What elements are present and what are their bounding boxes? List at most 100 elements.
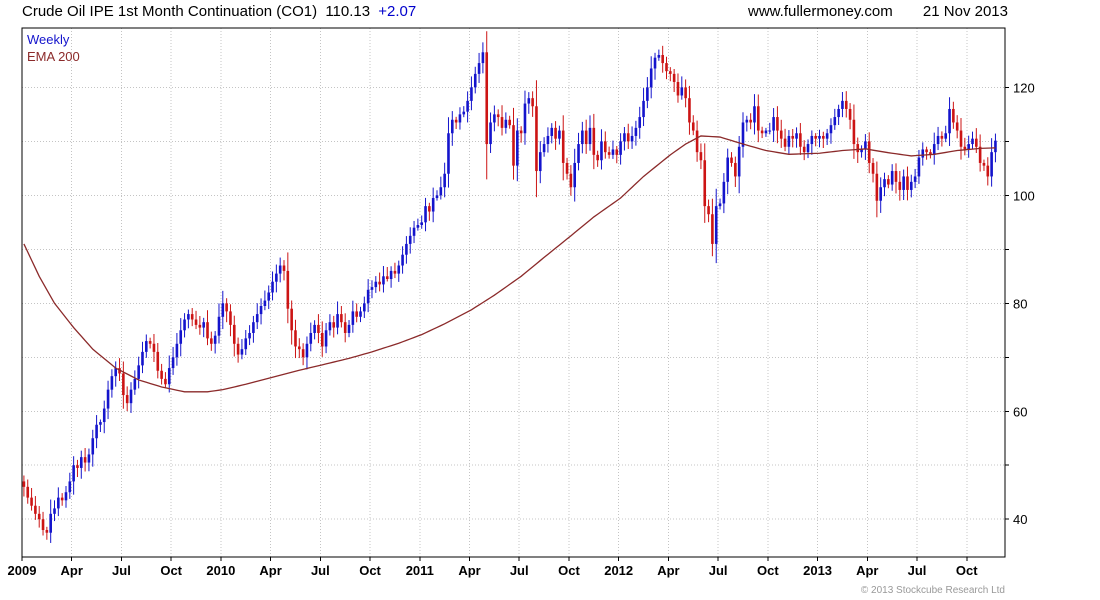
candle-body — [294, 330, 297, 347]
candle-body — [156, 351, 160, 371]
candle-body — [657, 54, 661, 58]
candle-body — [990, 152, 993, 177]
candle-body — [248, 332, 251, 339]
x-axis-label: Oct — [757, 563, 779, 578]
candle-body — [936, 135, 940, 145]
candle-body — [581, 130, 584, 145]
candle-body — [741, 122, 745, 147]
candle-body — [753, 106, 756, 123]
candle-body — [496, 114, 500, 118]
candle-body — [125, 395, 129, 404]
candle-body — [669, 71, 672, 74]
candle-body — [190, 314, 194, 320]
candle-body — [902, 176, 905, 190]
candle-body — [359, 311, 362, 317]
candle-body — [661, 54, 664, 64]
candle-body — [795, 133, 798, 139]
candle-body — [879, 187, 882, 201]
x-axis-label: Oct — [160, 563, 182, 578]
candle-body — [22, 481, 26, 487]
candle-body — [963, 146, 967, 150]
candle-body — [978, 146, 982, 163]
candle-body — [799, 133, 802, 147]
chart-date: 21 Nov 2013 — [922, 3, 1008, 20]
candle-body — [164, 378, 167, 385]
candle-body — [699, 152, 703, 161]
candle-body — [913, 176, 917, 182]
candle-body — [167, 368, 171, 385]
candle-body — [206, 322, 209, 339]
candle-body — [175, 343, 179, 358]
candle-body — [825, 133, 829, 139]
candle-body — [187, 314, 190, 320]
candle-body — [623, 133, 626, 142]
candle-body — [802, 146, 806, 153]
candle-body — [894, 171, 898, 182]
candle-body — [152, 343, 156, 352]
candle-body — [814, 135, 817, 139]
candle-body — [393, 270, 397, 274]
candle-body — [971, 138, 974, 145]
candle-body — [952, 108, 955, 123]
x-axis-label: Jul — [908, 563, 927, 578]
candle-body — [309, 332, 313, 344]
candle-body — [653, 57, 657, 69]
candle-body — [500, 117, 504, 128]
candle-body — [856, 144, 860, 153]
candle-body — [57, 497, 60, 509]
x-axis-label: 2010 — [206, 563, 235, 578]
candle-body — [405, 243, 408, 255]
candle-body — [244, 338, 248, 350]
candle-body — [443, 173, 446, 188]
candle-body — [921, 149, 925, 158]
candle-body — [749, 119, 752, 123]
x-axis-label: Apr — [657, 563, 679, 578]
x-axis-label: Apr — [856, 563, 878, 578]
candle-body — [929, 152, 932, 155]
candle-body — [451, 119, 454, 134]
candle-body — [967, 144, 970, 150]
candle-body — [948, 108, 951, 134]
candle-body — [837, 108, 840, 118]
candle-body — [538, 152, 542, 172]
candle-body — [141, 351, 144, 366]
candle-body — [672, 73, 676, 82]
candle-body — [320, 332, 324, 347]
candle-body — [225, 303, 228, 312]
candle-body — [378, 281, 381, 285]
x-axis-label: 2009 — [8, 563, 37, 578]
candle-body — [305, 343, 309, 358]
candle-body — [458, 114, 462, 123]
candle-body — [340, 314, 343, 323]
candle-body — [313, 324, 316, 333]
candle-body — [806, 144, 810, 153]
candle-body — [844, 100, 848, 109]
x-axis-label: 2013 — [803, 563, 832, 578]
candle-body — [852, 119, 856, 145]
candle-body — [714, 206, 718, 244]
candle-body — [722, 181, 726, 204]
copyright-notice: © 2013 Stockcube Research Ltd — [860, 585, 1005, 596]
candle-body — [255, 314, 259, 323]
candle-body — [691, 122, 695, 131]
candle-body — [213, 335, 217, 344]
plot-border — [21, 27, 1006, 558]
candle-body — [718, 203, 722, 207]
candle-body — [53, 508, 56, 514]
candle-body — [695, 130, 699, 153]
candle-body — [707, 206, 710, 215]
candle-body — [252, 322, 255, 333]
candle-body — [783, 138, 787, 147]
candle-body — [504, 119, 508, 128]
candle-body — [37, 513, 41, 520]
candle-body — [106, 389, 110, 409]
candle-body — [726, 157, 729, 182]
candle-body — [232, 324, 236, 344]
candle-body — [917, 157, 921, 177]
candle-body — [577, 144, 580, 163]
candle-body — [45, 530, 49, 533]
candle-body — [745, 119, 749, 123]
candle-body — [535, 106, 538, 172]
candle-body — [994, 140, 997, 153]
